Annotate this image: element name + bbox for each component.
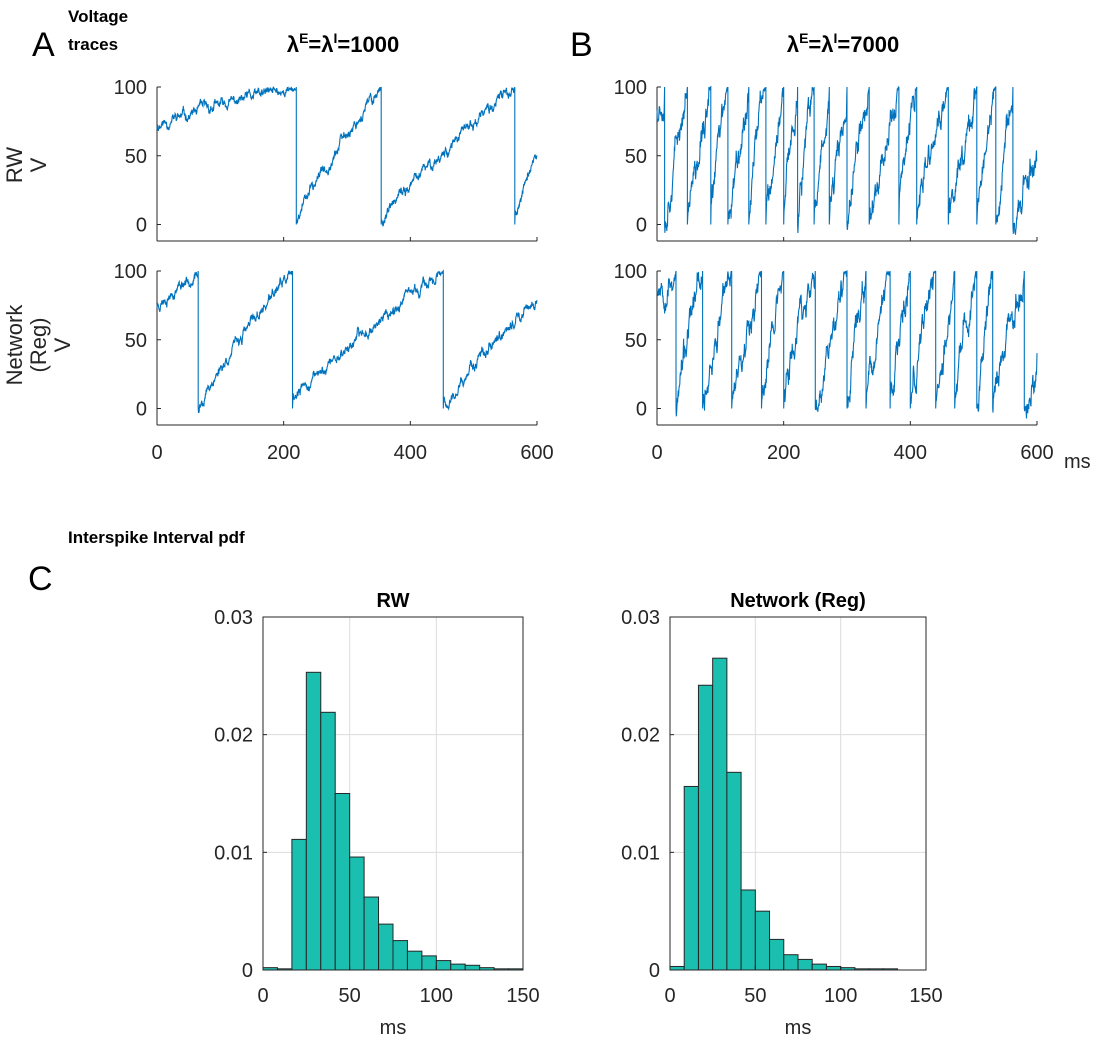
x-tick-label: 0 [257, 985, 268, 1007]
voltage-trace-line [656, 85, 1038, 235]
y-tick-label: 0 [636, 215, 647, 237]
histogram-bar [435, 960, 452, 971]
histogram-bar [754, 910, 771, 971]
y-tick-label: 0 [636, 399, 647, 421]
plot-frame [262, 616, 524, 971]
histogram-bar [378, 923, 394, 971]
histogram-title: RW [377, 590, 410, 612]
histogram-bar [349, 856, 365, 971]
histogram-bar [421, 955, 437, 971]
x-tick-label: 0 [151, 442, 162, 464]
y-tick-label: 0 [649, 960, 660, 982]
x-axis-label: ms [785, 1017, 812, 1039]
y-tick-label: 100 [614, 261, 647, 283]
histogram-bar [334, 793, 351, 971]
histogram-bar [291, 838, 307, 971]
section-label-isi: Interspike Interval pdf [68, 528, 245, 547]
plot-frame [669, 616, 927, 971]
histogram-bar [392, 940, 408, 971]
row-label-network: Network (Reg) V [2, 304, 75, 386]
x-unit-label-traces: ms [1064, 451, 1091, 473]
section-label-voltage: Voltage [68, 7, 128, 26]
y-tick-label: 100 [614, 77, 647, 99]
x-tick-label: 0 [651, 442, 662, 464]
y-tick-label: 50 [625, 330, 647, 352]
histogram-bar [783, 954, 799, 971]
svg-text:(Reg): (Reg) [26, 317, 51, 372]
isi-histogram-rw: 0 0.01 0.02 0.03 0 50 100 150 RW ms [214, 590, 540, 1039]
panel-letter-b: B [570, 26, 593, 64]
x-tick-label: 400 [894, 442, 927, 464]
histogram-bar [726, 771, 742, 971]
y-tick-label: 0 [242, 960, 253, 982]
voltage-trace-line [156, 269, 538, 414]
x-tick-label: 200 [267, 442, 300, 464]
histogram-bar [464, 964, 481, 971]
svg-text:RW: RW [2, 147, 27, 183]
histogram-bar [825, 965, 842, 971]
histogram-bar [320, 711, 336, 971]
x-tick-label: 150 [909, 985, 942, 1007]
histogram-bar [406, 950, 423, 971]
histogram-bar [712, 657, 728, 971]
x-tick-label: 100 [420, 985, 453, 1007]
x-tick-label: 400 [394, 442, 427, 464]
histogram-title: Network (Reg) [730, 590, 866, 612]
condition-title-b: λE=λI=7000 [787, 30, 899, 57]
x-tick-label: 200 [767, 442, 800, 464]
y-tick-label: 0 [136, 399, 147, 421]
y-tick-label: 50 [125, 330, 147, 352]
row-label-rw: RW V [2, 147, 51, 183]
y-tick-label: 100 [114, 261, 147, 283]
voltage-trace-b-network: 0 50 100 0 200 400 600 [614, 261, 1054, 464]
voltage-trace-a-network: 0 50 100 0 200 400 600 [114, 261, 554, 464]
histogram-bar [811, 963, 827, 971]
x-tick-label: 100 [824, 985, 857, 1007]
y-tick-label: 0.03 [621, 607, 660, 629]
histogram-bar [769, 938, 785, 971]
x-tick-label: 600 [1020, 442, 1053, 464]
y-tick-label: 0 [136, 215, 147, 237]
condition-title-a: λE=λI=1000 [287, 30, 399, 57]
y-tick-label: 50 [625, 146, 647, 168]
x-tick-label: 150 [506, 985, 539, 1007]
svg-text:V: V [26, 157, 51, 172]
y-tick-label: 0.01 [621, 842, 660, 864]
histogram-bar [697, 684, 714, 971]
x-axis-label: ms [380, 1017, 407, 1039]
y-tick-label: 0.02 [214, 725, 253, 747]
voltage-trace-b-rw: 0 50 100 [614, 77, 1038, 242]
voltage-trace-line [656, 270, 1038, 419]
histogram-bar [450, 963, 466, 971]
y-tick-label: 100 [114, 77, 147, 99]
y-tick-label: 50 [125, 146, 147, 168]
y-tick-label: 0.03 [214, 607, 253, 629]
svg-text:Network: Network [2, 304, 27, 386]
y-tick-label: 0.02 [621, 725, 660, 747]
histogram-bar [669, 965, 685, 971]
histogram-bar [740, 889, 756, 971]
voltage-trace-a-rw: 0 50 100 [114, 77, 538, 242]
x-tick-label: 0 [664, 985, 675, 1007]
x-tick-label: 50 [744, 985, 766, 1007]
x-tick-label: 50 [339, 985, 361, 1007]
voltage-trace-line [156, 86, 538, 227]
histogram-bar [363, 896, 380, 971]
svg-text:V: V [50, 337, 75, 352]
panel-letter-a: A [32, 26, 55, 64]
y-tick-label: 0.01 [214, 842, 253, 864]
histogram-bar [305, 671, 322, 971]
panel-letter-c: C [28, 560, 53, 598]
x-tick-label: 600 [520, 442, 553, 464]
section-label-traces: traces [68, 35, 118, 54]
histogram-bar [683, 785, 699, 971]
histogram-bar [797, 958, 813, 971]
isi-histogram-network: 0 0.01 0.02 0.03 0 50 100 150 Network (Reg) ms [621, 590, 943, 1039]
